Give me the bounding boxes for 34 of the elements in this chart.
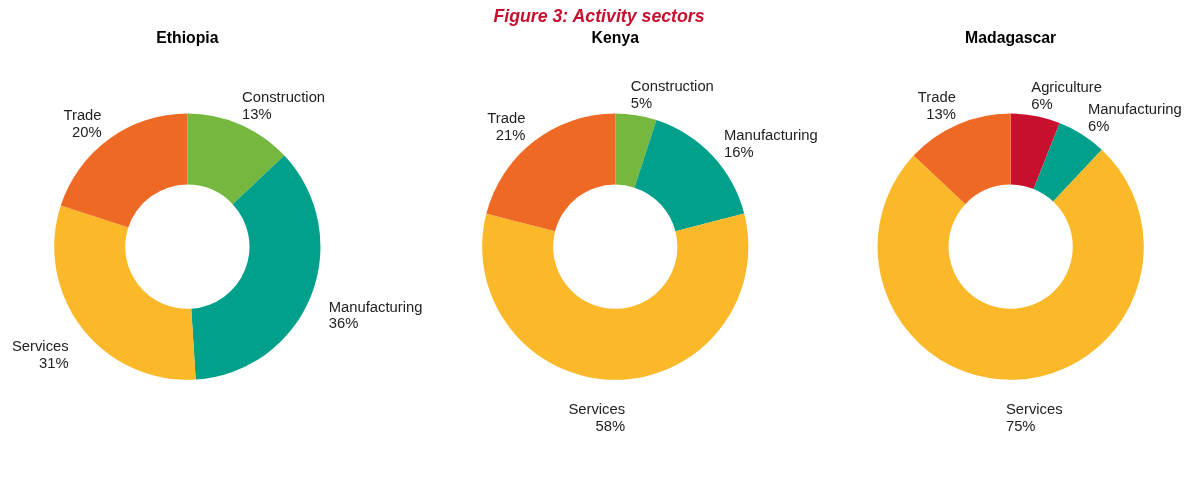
slice-label: Construction <box>630 77 714 94</box>
donut-slice <box>615 113 657 188</box>
data-label: 36% <box>328 315 359 332</box>
donut-slice <box>482 213 749 380</box>
chart-title: Madagascar <box>965 28 1057 46</box>
donut-slice <box>486 113 616 232</box>
slice-label: Trade <box>63 107 102 124</box>
data-label: 16% <box>724 144 754 161</box>
slice-label: Trade <box>917 89 956 106</box>
slice-label: Manufacturing <box>724 127 818 144</box>
data-label: 6% <box>1087 118 1110 135</box>
donut-slice <box>1010 113 1060 189</box>
data-label: 31% <box>39 355 69 372</box>
chart-title: Ethiopia <box>156 28 219 46</box>
slice-label: Services <box>11 338 69 355</box>
slice-label: Services <box>568 401 626 418</box>
data-label: 58% <box>595 418 626 435</box>
data-label: 6% <box>1031 95 1053 112</box>
slice-label: Manufacturing <box>1087 101 1182 118</box>
caption: Figure 3: Activity sectors <box>493 5 705 26</box>
slice-label: Construction <box>242 89 326 106</box>
data-label: 20% <box>71 123 102 140</box>
data-label: 5% <box>630 94 653 111</box>
donut-slice <box>877 149 1144 380</box>
data-label: 13% <box>242 106 272 123</box>
data-label: 13% <box>926 106 956 123</box>
chart-title: Kenya <box>591 28 640 46</box>
data-label: 21% <box>495 126 526 143</box>
slice-label: Services <box>1005 401 1063 418</box>
slice-label: Agriculture <box>1031 78 1102 95</box>
donut-slice <box>191 155 321 380</box>
slice-label: Manufacturing <box>328 298 423 315</box>
slice-label: Trade <box>487 110 526 127</box>
data-label: 75% <box>1005 418 1036 435</box>
